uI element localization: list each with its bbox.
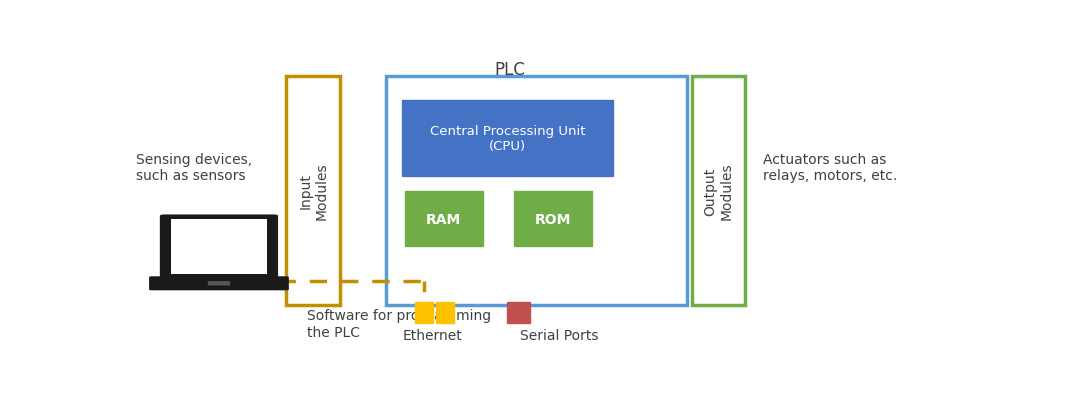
FancyBboxPatch shape	[149, 277, 289, 291]
FancyBboxPatch shape	[208, 281, 230, 286]
FancyBboxPatch shape	[160, 215, 278, 278]
FancyBboxPatch shape	[171, 219, 268, 274]
Text: PLC: PLC	[494, 61, 525, 78]
FancyBboxPatch shape	[436, 302, 455, 323]
FancyBboxPatch shape	[415, 302, 433, 323]
FancyBboxPatch shape	[404, 191, 483, 247]
FancyBboxPatch shape	[514, 191, 592, 247]
Text: Ethernet: Ethernet	[403, 328, 463, 342]
FancyBboxPatch shape	[507, 302, 530, 323]
FancyBboxPatch shape	[402, 100, 614, 177]
Text: Output
Modules: Output Modules	[703, 162, 733, 220]
Text: RAM: RAM	[426, 212, 461, 226]
Text: Actuators such as
relays, motors, etc.: Actuators such as relays, motors, etc.	[764, 152, 897, 182]
Text: Serial Ports: Serial Ports	[521, 328, 599, 342]
Text: Input
Modules: Input Modules	[298, 162, 329, 220]
Text: Central Processing Unit
(CPU): Central Processing Unit (CPU)	[430, 125, 586, 152]
Text: Software for programming
the PLC: Software for programming the PLC	[307, 309, 491, 339]
Text: Sensing devices,
such as sensors: Sensing devices, such as sensors	[136, 152, 252, 182]
Text: ROM: ROM	[535, 212, 571, 226]
